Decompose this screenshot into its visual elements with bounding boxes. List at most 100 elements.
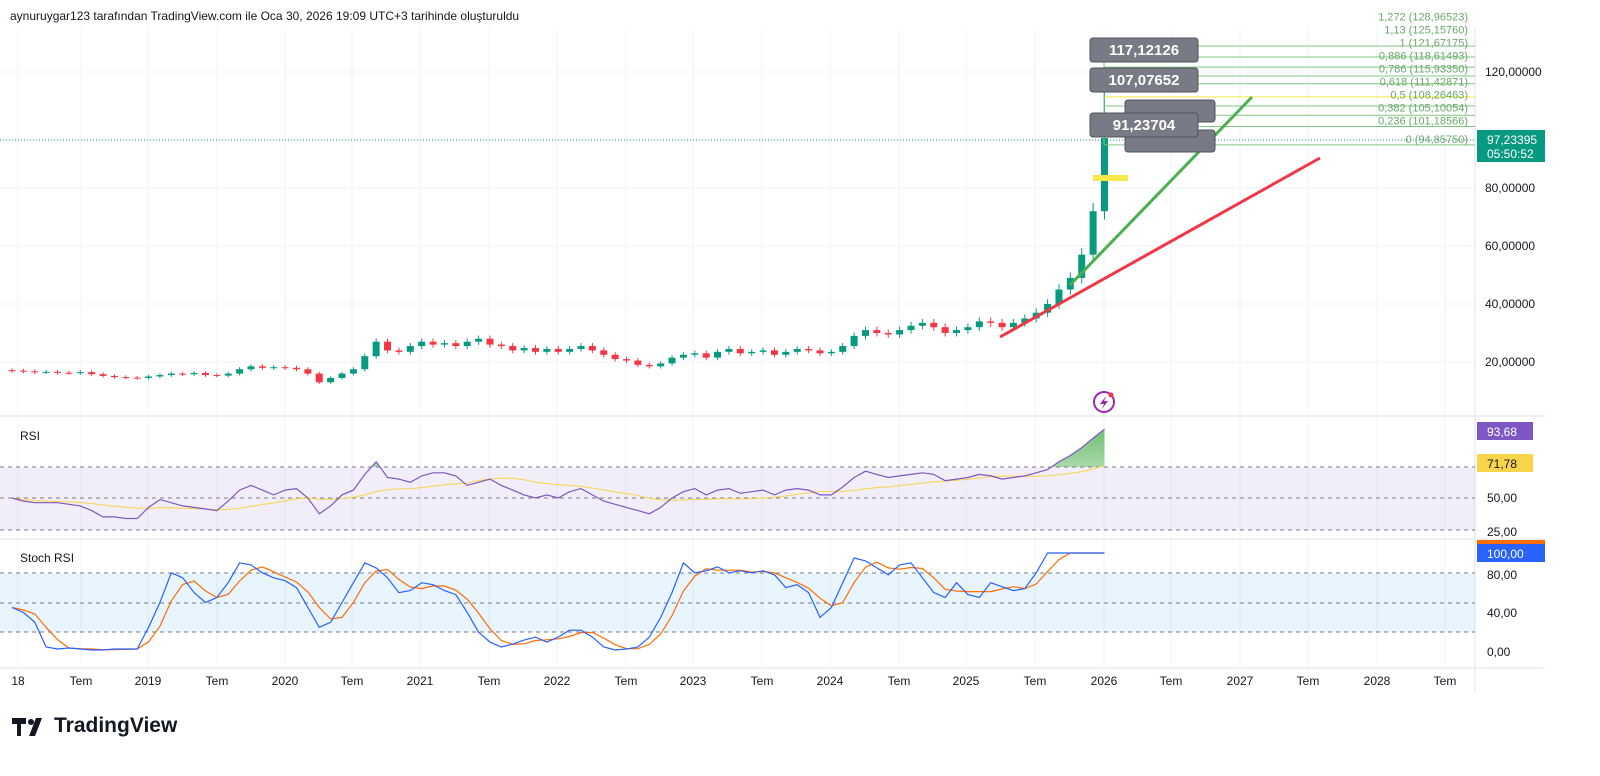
fib-level-label: 0,786 (115,93350) [1379,64,1468,76]
trendline-red[interactable] [999,156,1321,339]
candle [110,375,118,378]
stoch-levels [0,572,1475,633]
time-label: Tem [751,674,774,688]
candle [88,372,96,375]
candle [770,350,778,355]
candle [258,366,266,368]
callout-value: 117,12126 [1109,42,1179,59]
candles [8,80,1108,384]
candle [953,330,961,333]
time-label: Tem [1024,674,1047,688]
candle [315,373,323,383]
callout-value: 91,23704 [1113,117,1176,134]
stoch-value: 100,00 [1487,547,1524,561]
time-label: Tem [888,674,911,688]
candle [657,363,665,367]
candle [1089,211,1097,255]
stoch-title: Stoch RSI [20,551,74,565]
time-label: Tem [1160,674,1183,688]
rsi-axis-50: 50,00 [1487,491,1517,505]
candle [1078,254,1086,278]
candle [691,353,699,355]
candle [714,351,722,358]
candle [384,341,392,351]
callout-box [1089,37,1199,63]
candle [998,322,1006,328]
time-label: Tem [615,674,638,688]
time-label: Tem [1297,674,1320,688]
candle [304,369,312,374]
candle [1055,289,1063,304]
candle [54,371,62,373]
candle [668,357,676,364]
candle [133,377,141,379]
candle [1044,304,1052,313]
stoch-k-line [11,552,1105,651]
candle [99,374,107,376]
attribution-text: aynuruygar123 tarafından TradingView.com… [10,9,520,23]
candle [554,348,562,352]
price-label: 80,00000 [1485,181,1535,195]
fib-level-label: 0,886 (118,61493) [1379,51,1468,63]
candle [805,348,813,351]
candle [862,330,869,336]
time-label: 2021 [407,674,434,688]
last-price-value: 97,23395 [1487,133,1537,147]
candle [429,341,437,345]
time-label: 2022 [544,674,571,688]
time-axis[interactable]: 18 Tem 2019 Tem 2020 Tem 2021 Tem 2022 Tem 2023 Tem… [11,674,1456,688]
candle [224,373,232,376]
candle [600,350,608,355]
time-label: Tem [1434,674,1457,688]
candle [1021,318,1029,323]
candle [452,343,460,347]
highlight-marker[interactable] [1093,175,1128,181]
time-label: 2024 [817,674,844,688]
candle [827,351,835,354]
candle [19,370,27,372]
rsi-line [11,428,1105,520]
time-label: Tem [206,674,229,688]
candle [497,344,505,347]
trendline-green[interactable] [1068,95,1254,287]
rsi-title: RSI [20,429,40,443]
candle [486,338,494,345]
candle [145,376,153,378]
fib-level-label: 0,382 (105,10054) [1378,103,1468,115]
candle [475,338,483,342]
time-label: 2025 [953,674,980,688]
candle [520,348,528,351]
candle [418,341,426,347]
candle [270,367,278,369]
tradingview-logo[interactable]: TradingView [12,714,177,738]
rsi-axis-25: 25,00 [1487,525,1517,539]
stoch-value-badge [1477,544,1545,562]
candle [816,350,824,354]
time-label: 18 [11,674,25,688]
last-price-badge [1477,130,1545,162]
time-label: 2019 [135,674,162,688]
callouts[interactable]: 117,12126 107,07652 91,23704 [1089,37,1216,153]
bar-countdown: 05:50:52 [1487,147,1534,161]
candle [509,346,517,351]
candle [361,356,369,370]
candle [748,351,756,354]
candle [190,373,198,375]
callout-box [1089,67,1199,93]
price-axis[interactable]: 120,00000 80,00000 60,00000 40,00000 20,0000… [1485,65,1542,369]
time-label: Tem [341,674,364,688]
time-label: 2020 [272,674,299,688]
fib-level-label: 1 (121,67175) [1400,38,1469,50]
candle [293,367,300,370]
candle [702,353,710,358]
candle [8,370,16,372]
fib-level-label: 0,236 (101,18566) [1378,116,1468,128]
callout-box [1089,112,1199,138]
rsi-value: 93,68 [1487,425,1517,439]
callout-value: 107,07652 [1109,72,1180,89]
fib-level-label: 0,618 (111,42871) [1380,77,1468,89]
time-label: Tem [70,674,93,688]
candle [611,354,619,360]
lightning-icon[interactable] [1093,391,1115,413]
